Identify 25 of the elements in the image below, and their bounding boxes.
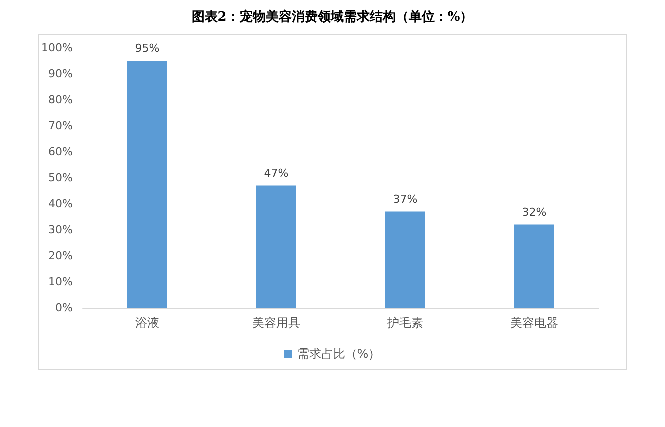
y-tick-label: 30% [48,224,73,236]
x-tick-label: 浴液 [136,316,160,330]
y-tick-label: 60% [48,146,73,158]
y-tick-label: 90% [48,68,73,80]
y-tick-label: 70% [48,120,73,132]
bar [256,186,296,308]
data-label: 32% [522,206,547,219]
data-label: 47% [264,166,289,180]
y-tick-label: 0% [56,302,73,314]
bar [514,224,554,308]
x-tick-label: 护毛素 [386,316,424,330]
x-tick-label: 美容电器 [510,316,558,330]
bar [386,212,426,308]
y-tick-label: 100% [42,42,73,54]
y-tick-label: 50% [48,172,73,184]
y-tick-label: 20% [48,250,73,262]
y-tick-label: 10% [48,276,73,288]
y-tick-label: 80% [48,94,73,106]
data-label: 95% [135,42,160,55]
legend-label: 需求占比（%） [297,347,381,361]
data-label: 37% [393,192,418,206]
x-tick-label: 美容用具 [252,316,300,330]
bar [128,61,168,308]
chart-title: 图表2：宠物美容消费领域需求结构（单位：%） [192,9,474,25]
y-tick-label: 40% [48,198,73,210]
